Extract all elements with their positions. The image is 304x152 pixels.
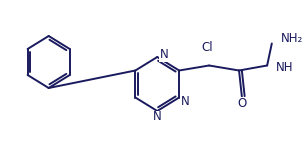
Text: N: N — [153, 111, 162, 123]
Text: N: N — [181, 95, 190, 108]
Text: N: N — [159, 48, 168, 62]
Text: Cl: Cl — [202, 41, 213, 54]
Text: NH₂: NH₂ — [281, 32, 303, 45]
Text: NH: NH — [275, 61, 293, 74]
Text: O: O — [237, 97, 247, 110]
